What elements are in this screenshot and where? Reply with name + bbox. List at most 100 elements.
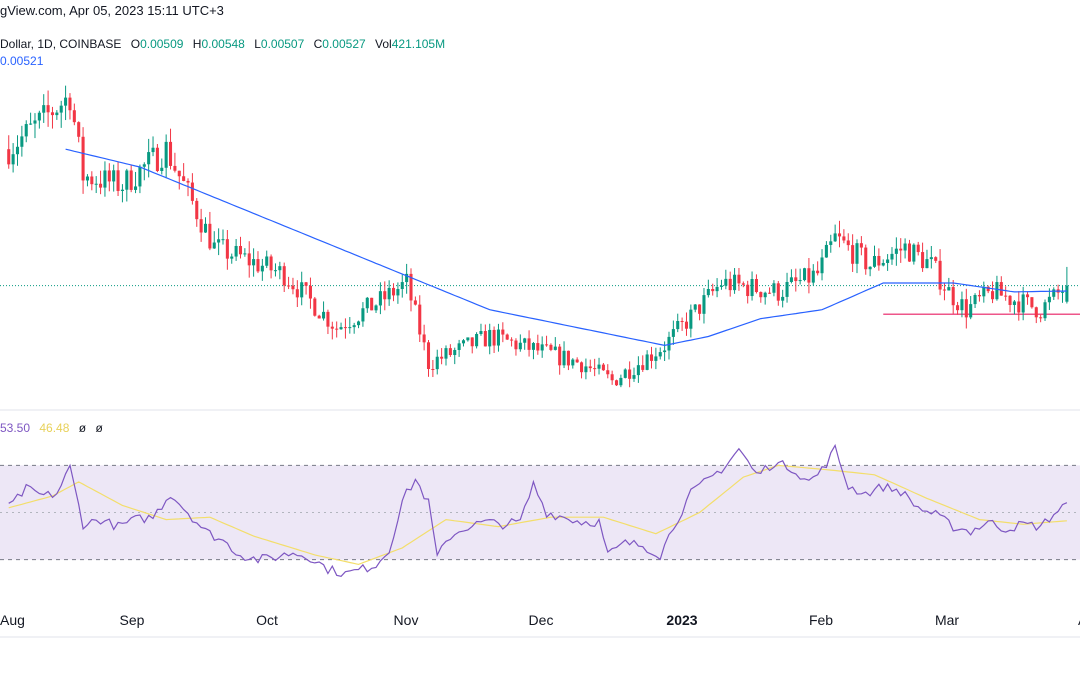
candle[interactable] [837, 220, 842, 248]
candle[interactable] [654, 347, 658, 370]
candle[interactable] [1065, 266, 1069, 304]
candle[interactable] [418, 295, 422, 342]
candle[interactable] [7, 135, 11, 169]
candle[interactable] [168, 128, 173, 170]
candle[interactable] [667, 331, 671, 360]
candle[interactable] [558, 344, 562, 375]
candle[interactable] [64, 85, 68, 121]
candle[interactable] [300, 271, 304, 306]
candle[interactable] [483, 324, 487, 347]
candle[interactable] [894, 237, 898, 266]
candle[interactable] [999, 276, 1003, 296]
candle[interactable] [440, 348, 444, 365]
candle[interactable] [553, 337, 557, 351]
rsi-pane[interactable] [0, 443, 1080, 577]
candle[interactable] [413, 296, 417, 306]
candle[interactable] [606, 364, 610, 379]
candle[interactable] [636, 356, 640, 383]
candle[interactable] [295, 280, 299, 308]
candle[interactable] [444, 345, 448, 366]
candle[interactable] [457, 339, 461, 357]
candle[interactable] [1030, 297, 1034, 309]
candle[interactable] [15, 135, 20, 166]
candle[interactable] [46, 90, 50, 127]
candle[interactable] [396, 282, 400, 304]
candle[interactable] [37, 110, 41, 129]
candle[interactable] [772, 280, 776, 297]
candle[interactable] [90, 171, 94, 191]
candle[interactable] [435, 349, 439, 375]
candle[interactable] [619, 374, 623, 388]
candle[interactable] [942, 283, 946, 301]
candle[interactable] [1056, 284, 1060, 300]
candle[interactable] [81, 127, 85, 194]
price-pane[interactable] [0, 85, 1080, 388]
candle[interactable] [510, 337, 514, 347]
candle[interactable] [868, 266, 872, 277]
candle[interactable] [326, 309, 330, 335]
candle[interactable] [501, 322, 505, 343]
candle[interactable] [308, 277, 312, 309]
candle[interactable] [256, 251, 260, 274]
candle[interactable] [929, 245, 933, 269]
candle[interactable] [811, 264, 815, 286]
candle[interactable] [689, 304, 693, 338]
candle[interactable] [851, 234, 855, 273]
candle[interactable] [995, 275, 999, 301]
candle[interactable] [221, 229, 225, 245]
candle[interactable] [549, 343, 553, 352]
candle[interactable] [1008, 295, 1012, 313]
candle[interactable] [252, 248, 256, 277]
candle[interactable] [343, 318, 347, 339]
candle[interactable] [129, 164, 133, 193]
candle[interactable] [208, 211, 212, 251]
candle[interactable] [11, 143, 15, 173]
candle[interactable] [881, 259, 885, 267]
candle[interactable] [759, 291, 763, 303]
candle[interactable] [746, 280, 750, 304]
candle[interactable] [693, 304, 697, 313]
candle[interactable] [890, 247, 894, 265]
candle[interactable] [426, 339, 431, 377]
candle[interactable] [584, 358, 588, 380]
candle[interactable] [234, 238, 238, 261]
candle[interactable] [833, 224, 837, 242]
candle[interactable] [33, 113, 37, 139]
candle[interactable] [199, 208, 203, 242]
candle[interactable] [973, 293, 977, 308]
candle[interactable] [383, 281, 387, 311]
candle[interactable] [649, 346, 654, 369]
candle[interactable] [750, 271, 754, 301]
candle[interactable] [807, 258, 811, 294]
candle[interactable] [951, 279, 955, 314]
candle[interactable] [378, 282, 382, 315]
candle[interactable] [85, 174, 89, 187]
candle[interactable] [671, 320, 675, 345]
candle[interactable] [820, 249, 824, 281]
candle[interactable] [903, 238, 907, 259]
candle[interactable] [907, 239, 912, 262]
candle[interactable] [1012, 299, 1016, 315]
candle[interactable] [916, 241, 920, 256]
candle[interactable] [719, 279, 723, 290]
candle[interactable] [142, 162, 146, 181]
candle[interactable] [120, 184, 124, 203]
candle[interactable] [225, 230, 229, 270]
candle[interactable] [265, 250, 269, 269]
candle[interactable] [361, 302, 365, 327]
candle[interactable] [886, 254, 890, 271]
candle[interactable] [1034, 306, 1038, 324]
candle[interactable] [217, 228, 221, 256]
candle[interactable] [1060, 285, 1065, 303]
candle[interactable] [160, 158, 164, 175]
candle[interactable] [357, 320, 361, 329]
candle[interactable] [702, 288, 706, 324]
candle[interactable] [348, 317, 352, 334]
candle[interactable] [737, 267, 741, 291]
candle[interactable] [711, 283, 715, 296]
candle[interactable] [313, 296, 317, 317]
candle[interactable] [964, 288, 968, 329]
candle[interactable] [982, 281, 986, 303]
candle[interactable] [859, 236, 863, 256]
candle[interactable] [829, 234, 833, 253]
